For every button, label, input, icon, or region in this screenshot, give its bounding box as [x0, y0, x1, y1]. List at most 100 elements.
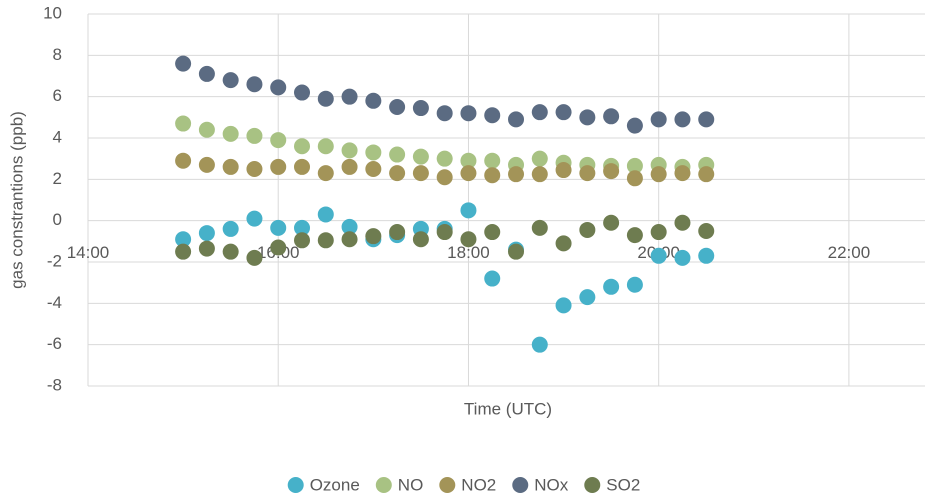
data-point: [555, 162, 572, 179]
data-point: [436, 224, 453, 241]
data-point: [294, 138, 311, 155]
data-point: [436, 105, 453, 122]
data-point: [294, 232, 311, 249]
data-point: [294, 84, 311, 101]
data-point: [626, 276, 643, 293]
data-point: [341, 231, 358, 248]
data-point: [508, 166, 525, 183]
data-point: [531, 219, 548, 236]
data-point: [531, 166, 548, 183]
data-point: [531, 150, 548, 167]
data-point: [175, 115, 192, 132]
data-point: [626, 170, 643, 187]
data-point: [270, 158, 287, 175]
data-point: [508, 243, 525, 260]
data-point: [175, 231, 192, 248]
data-point: [460, 105, 477, 122]
y-tick-label: 2: [53, 169, 62, 188]
data-point: [365, 228, 382, 245]
data-point: [270, 132, 287, 149]
y-tick-label: -6: [47, 334, 62, 353]
data-point: [365, 144, 382, 161]
data-point: [222, 158, 239, 175]
data-point: [555, 235, 572, 252]
data-point: [460, 202, 477, 219]
legend-marker: [512, 477, 529, 493]
data-point: [198, 65, 215, 82]
data-point: [555, 297, 572, 314]
data-point: [175, 55, 192, 72]
data-point: [460, 165, 477, 182]
data-point: [222, 72, 239, 89]
data-point: [650, 247, 667, 264]
legend-label: Ozone: [310, 475, 360, 494]
data-point: [246, 127, 263, 144]
data-point: [698, 166, 715, 183]
data-point: [294, 219, 311, 236]
data-point: [579, 165, 596, 182]
data-point: [389, 99, 406, 115]
data-point: [412, 148, 429, 165]
data-point: [389, 146, 406, 163]
y-tick-label: 4: [53, 127, 62, 146]
x-axis-title: Time (UTC): [464, 399, 552, 418]
legend-label: SO2: [606, 475, 640, 494]
data-point: [294, 158, 311, 175]
data-point: [674, 111, 691, 128]
legend-label: NO2: [461, 475, 496, 494]
data-point: [270, 239, 287, 256]
data-point: [603, 214, 620, 231]
legend-marker: [287, 477, 304, 493]
data-point: [674, 249, 691, 266]
data-point: [626, 227, 643, 244]
data-point: [198, 240, 215, 257]
data-point: [531, 336, 548, 353]
x-tick-label: 18:00: [447, 243, 490, 262]
x-tick-label: 14:00: [67, 243, 110, 262]
data-point: [341, 88, 358, 105]
data-point: [484, 167, 501, 184]
data-point: [317, 90, 334, 107]
data-point: [175, 152, 192, 169]
data-point: [412, 100, 429, 117]
legend-label: NO: [398, 475, 424, 494]
data-point: [222, 220, 239, 237]
data-point: [198, 156, 215, 173]
data-point: [460, 152, 477, 169]
data-point: [650, 111, 667, 128]
y-axis-title: gas constrantions (ppb): [7, 111, 26, 289]
data-point: [317, 206, 334, 223]
data-point: [246, 249, 263, 266]
data-point: [603, 278, 620, 295]
data-point: [674, 165, 691, 182]
data-point: [626, 117, 643, 134]
y-tick-label: -2: [47, 251, 62, 270]
data-point: [341, 142, 358, 159]
data-point: [246, 76, 263, 93]
data-point: [603, 108, 620, 125]
data-point: [436, 169, 453, 186]
data-point: [698, 247, 715, 264]
data-point: [484, 107, 501, 124]
data-point: [603, 163, 620, 180]
data-point: [270, 219, 287, 236]
data-point: [222, 125, 239, 142]
legend-marker: [375, 477, 392, 493]
data-point: [222, 243, 239, 260]
data-point: [579, 289, 596, 306]
data-point: [650, 224, 667, 241]
data-point: [270, 79, 287, 96]
data-point: [412, 231, 429, 248]
data-point: [698, 111, 715, 128]
legend-marker: [439, 477, 456, 493]
data-point: [198, 225, 215, 242]
data-point: [317, 232, 334, 249]
y-tick-label: 8: [53, 45, 62, 64]
data-point: [626, 157, 643, 174]
x-tick-label: 22:00: [828, 243, 871, 262]
data-point: [484, 152, 501, 169]
data-point: [698, 223, 715, 239]
legend-marker: [584, 477, 601, 493]
data-point: [317, 165, 334, 182]
